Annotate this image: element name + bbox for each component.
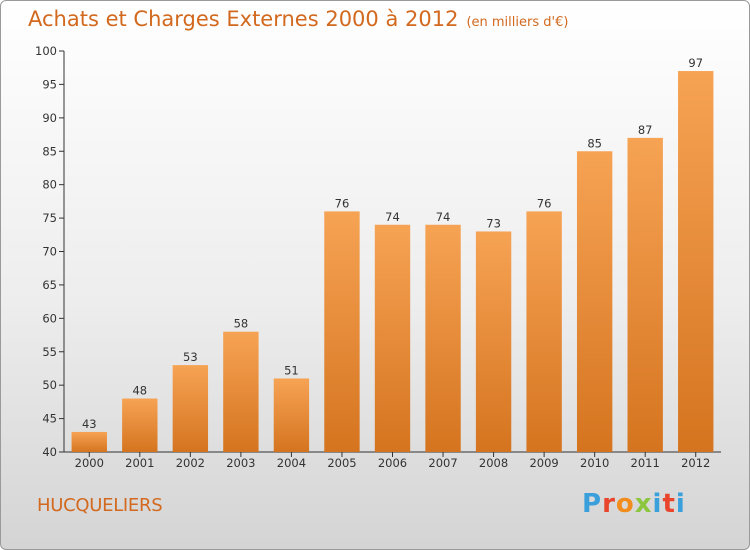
data-label-2003: 58	[234, 317, 249, 331]
x-tick-label: 2005	[327, 456, 356, 470]
x-tick-label: 2000	[75, 456, 104, 470]
x-tick-label: 2002	[176, 456, 205, 470]
data-label-2008: 73	[486, 216, 501, 230]
y-tick-label: 65	[42, 278, 57, 292]
y-tick-label: 75	[42, 211, 57, 225]
data-label-2010: 85	[587, 136, 602, 150]
bar-2008	[475, 231, 512, 452]
data-label-2012: 97	[688, 56, 703, 70]
data-label-2011: 87	[638, 123, 653, 137]
y-tick-label: 85	[42, 144, 57, 158]
y-tick-label: 90	[42, 111, 57, 125]
x-tick-label: 2004	[277, 456, 306, 470]
y-tick-label: 95	[42, 77, 57, 91]
bar-2011	[627, 137, 663, 452]
x-tick-label: 2006	[378, 456, 407, 470]
proxiti-logo[interactable]: Proxiti	[582, 489, 686, 519]
bar-2007	[425, 224, 461, 452]
x-tick-label: 2008	[479, 456, 508, 470]
bar-2012	[678, 71, 714, 453]
bar-2009	[526, 211, 562, 452]
y-tick-label: 55	[42, 345, 57, 359]
x-tick-label: 2003	[226, 456, 255, 470]
data-label-2000: 43	[82, 417, 97, 431]
x-tick-label: 2010	[580, 456, 609, 470]
x-tick-label: 2007	[428, 456, 457, 470]
x-tick-label: 2012	[681, 456, 710, 470]
bar-2002	[172, 365, 209, 452]
data-label-2006: 74	[385, 210, 400, 224]
y-tick-label: 60	[42, 311, 57, 325]
y-tick-label: 80	[42, 178, 57, 192]
chart-unit: (en milliers d'€)	[466, 15, 569, 30]
data-label-2002: 53	[183, 350, 198, 364]
bar-2006	[374, 224, 411, 452]
commune-name: HUCQUELIERS	[37, 495, 163, 516]
data-label-2009: 76	[537, 196, 552, 210]
bar-2003	[223, 331, 259, 452]
x-tick-label: 2009	[529, 456, 558, 470]
y-tick-label: 40	[42, 445, 57, 459]
chart-title-group: Achats et Charges Externes 2000 à 2012 (e…	[28, 7, 568, 31]
data-label-2001: 48	[132, 384, 147, 398]
x-tick-label: 2011	[631, 456, 660, 470]
y-tick-label: 50	[42, 378, 57, 392]
bar-2010	[576, 151, 613, 452]
data-label-2007: 74	[436, 210, 451, 224]
y-tick-label: 100	[35, 44, 57, 58]
y-tick-label: 70	[42, 245, 57, 259]
bar-2000	[71, 431, 107, 452]
chart-title: Achats et Charges Externes 2000 à 2012	[28, 7, 459, 31]
bar-2005	[324, 211, 360, 452]
x-tick-label: 2001	[125, 456, 154, 470]
bar-2004	[273, 378, 310, 452]
bar-2001	[122, 398, 158, 452]
data-label-2005: 76	[335, 196, 350, 210]
y-tick-label: 45	[42, 412, 57, 426]
data-label-2004: 51	[284, 363, 299, 377]
